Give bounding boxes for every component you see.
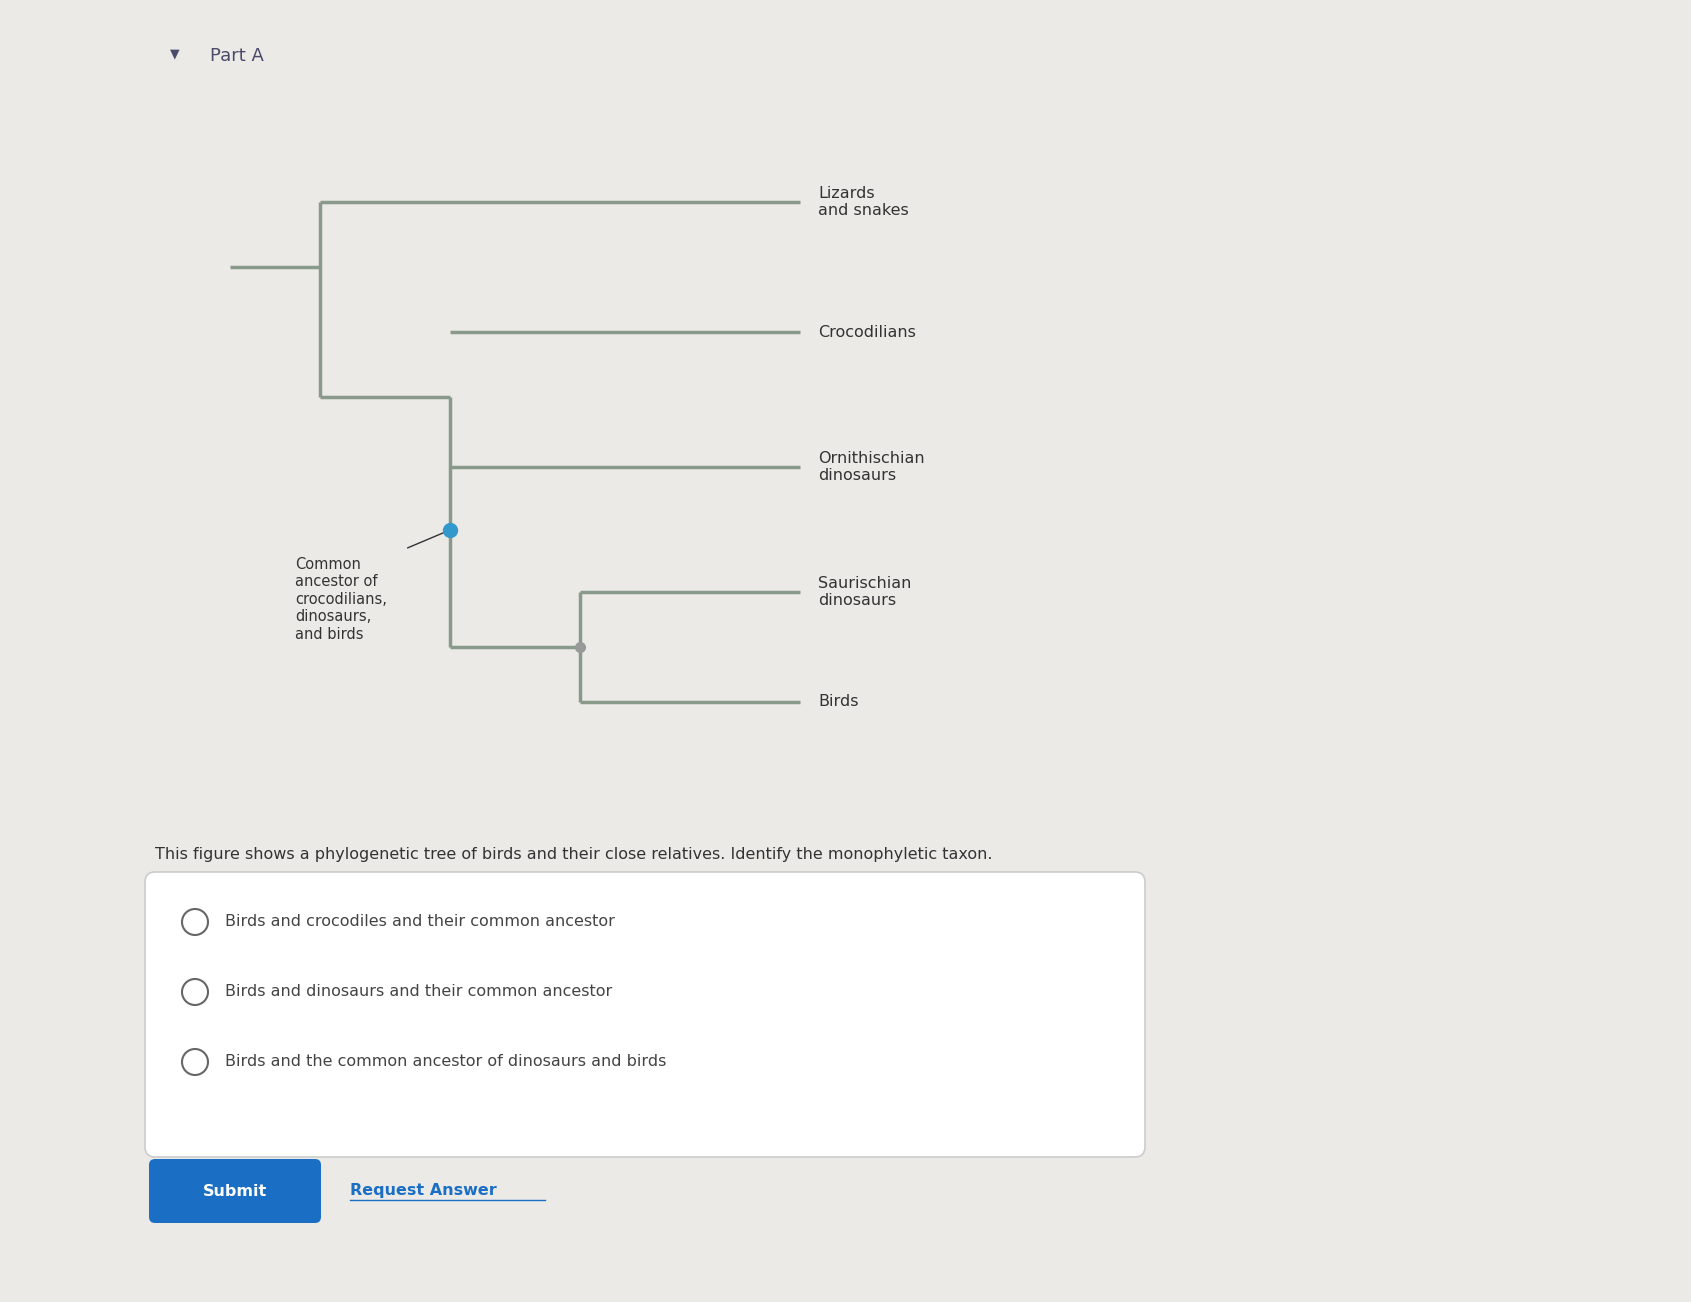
Text: Birds: Birds (818, 694, 859, 710)
Text: This figure shows a phylogenetic tree of birds and their close relatives. Identi: This figure shows a phylogenetic tree of… (156, 848, 993, 862)
Text: Request Answer: Request Answer (350, 1184, 497, 1199)
Text: Saurischian
dinosaurs: Saurischian dinosaurs (818, 575, 911, 608)
Text: Submit: Submit (203, 1184, 267, 1199)
Text: Crocodilians: Crocodilians (818, 324, 917, 340)
Text: Ornithischian
dinosaurs: Ornithischian dinosaurs (818, 450, 925, 483)
Text: Birds and dinosaurs and their common ancestor: Birds and dinosaurs and their common anc… (225, 984, 612, 1000)
Text: Birds and the common ancestor of dinosaurs and birds: Birds and the common ancestor of dinosau… (225, 1055, 666, 1069)
Text: Lizards
and snakes: Lizards and snakes (818, 186, 908, 219)
FancyBboxPatch shape (149, 1159, 321, 1223)
Text: Part A: Part A (210, 47, 264, 65)
Text: Common
ancestor of
crocodilians,
dinosaurs,
and birds: Common ancestor of crocodilians, dinosau… (294, 557, 387, 642)
Text: ▼: ▼ (171, 47, 179, 60)
FancyBboxPatch shape (145, 872, 1145, 1157)
Text: Birds and crocodiles and their common ancestor: Birds and crocodiles and their common an… (225, 914, 616, 930)
